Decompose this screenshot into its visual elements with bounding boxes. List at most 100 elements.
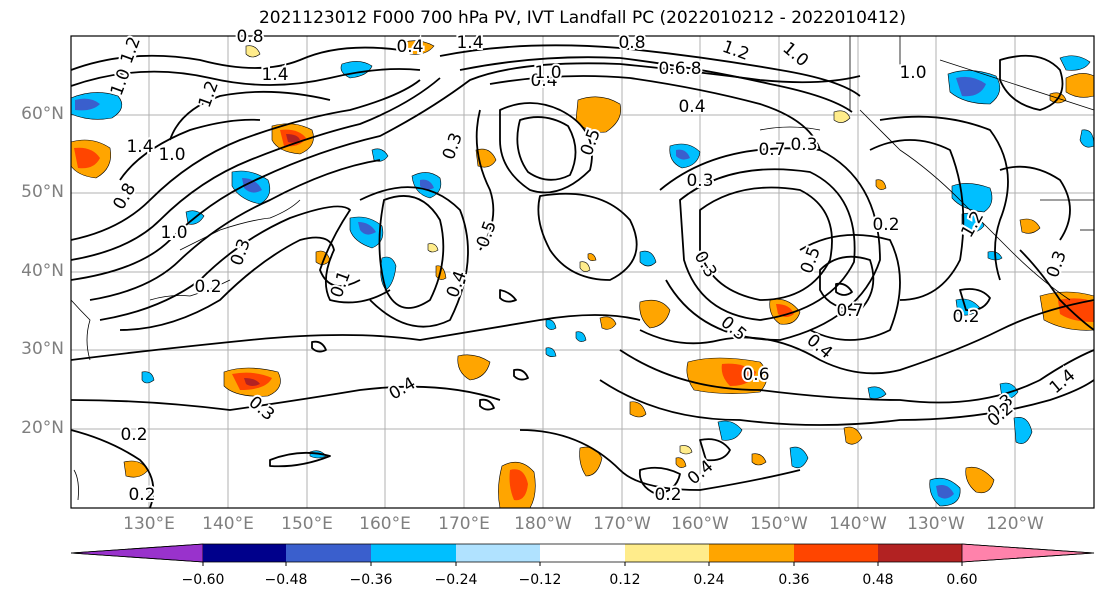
colorbar-segment [540,544,625,562]
neg-blob [141,371,155,384]
lon-label: 160°W [671,514,729,534]
colorbar-tick-label: 0.48 [862,572,894,588]
ivt-shading [70,40,1095,509]
neg-blob [676,149,690,160]
contour-label: 0.3 [686,171,713,191]
colorbar-tick-label: −0.24 [434,572,478,588]
pos-blob [833,110,851,123]
colorbar-tick-label: 0.24 [693,572,725,588]
contour-label: 0.4 [678,97,705,117]
neg-blob [545,347,557,357]
coastlines [70,36,1095,501]
contour-label: 0.2 [872,215,899,235]
pos-blob [579,261,591,272]
pos-blob [639,299,671,329]
contour-label: 1.4 [261,65,288,85]
pos-blob [843,426,863,445]
contour-label: 0.7 [758,140,785,160]
lon-label: 150°W [750,514,808,534]
lon-label: 130°E [123,514,175,534]
pos-blob [587,253,597,261]
neg-blob [789,446,809,469]
pos-blob [427,243,439,253]
pos-blob [721,363,756,386]
contour-label: 0.2 [654,485,681,505]
lon-label: 140°E [202,514,254,534]
lat-label: 30°N [21,339,64,359]
pos-blob [286,134,300,143]
contour-label: 0.6 [658,59,685,79]
lon-label: 170°E [438,514,490,534]
neg-blob [545,319,557,330]
colorbar-tick-label: −0.60 [181,572,225,588]
colorbar-tick-label: −0.36 [349,572,393,588]
lon-label: 160°E [359,514,411,534]
neg-blob [1059,55,1091,71]
contour-label: 0.4 [530,71,557,91]
pos-blob [629,401,647,418]
neg-blob [575,331,587,342]
lon-label: 150°E [281,514,333,534]
contour-label: 0.7 [836,301,863,321]
contour-label: 1.4 [126,137,153,157]
neg-blob [936,485,954,499]
colorbar-segment [961,543,1095,563]
colorbar-tick-label: 0.60 [946,572,978,588]
colorbar-tick-label: −0.48 [264,572,308,588]
contour-label: 0.4 [396,37,423,57]
pos-blob [1058,298,1094,322]
pos-blob [575,96,621,133]
colorbar [70,543,1095,566]
contour-label: 0.2 [120,425,147,445]
pos-blob [1065,73,1095,98]
map-frame [70,35,1095,509]
colorbar-segment [794,544,878,562]
pos-blob [751,453,767,466]
neg-blob [956,76,986,97]
neg-blob [867,386,887,399]
pos-blob [1019,218,1041,234]
contour-label: 0.8 [674,59,701,79]
pos-blob [457,354,491,381]
colorbar-segment [625,544,709,562]
neg-blob [358,222,376,235]
pos-blob [475,148,497,168]
contour-label: 0.3 [790,135,817,155]
pos-blob [244,378,260,386]
colorbar-tick-label: −0.12 [518,572,562,588]
contour-label: 0.2 [952,307,979,327]
colorbar-segment [709,544,794,562]
contour-label: 0.2 [194,277,221,297]
lon-label: 130°W [907,514,965,534]
contour-label: 0.8 [618,33,645,53]
pos-blob [875,179,887,190]
neg-blob [420,179,434,190]
lon-label: 120°W [986,514,1044,534]
contour-label: 1.4 [456,33,483,53]
lon-label: 170°W [593,514,651,534]
pos-blob [599,316,617,330]
neg-blob [242,178,262,193]
pv-contours [70,44,1095,509]
neg-blob [717,420,743,441]
pos-blob [509,469,528,501]
lat-label: 50°N [21,182,64,202]
colorbar-segment [456,544,540,562]
colorbar-tick-label: 0.36 [778,572,810,588]
colorbar-segment [70,543,204,563]
colorbar-segment [878,544,962,562]
lon-label: 140°W [829,514,887,534]
lon-label: 180°W [514,514,572,534]
neg-blob [1013,417,1033,444]
contour-label: 0.2 [128,485,155,505]
pos-blob [675,457,687,468]
contour-label: 0.8 [236,27,263,47]
colorbar-segment [371,544,456,562]
lat-label: 40°N [21,261,64,281]
lat-label: 60°N [21,104,64,124]
pos-blob [74,147,100,169]
colorbar-segment [286,544,371,562]
pos-blob [245,45,261,58]
contour-label: 1.0 [899,63,926,83]
